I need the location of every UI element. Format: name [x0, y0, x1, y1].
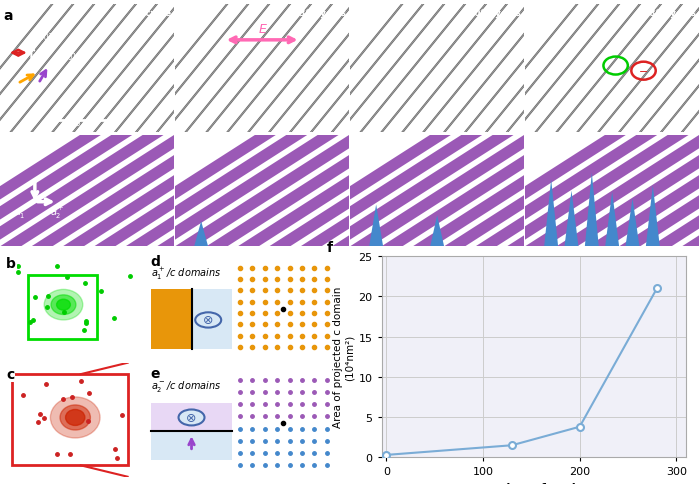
Polygon shape [475, 136, 671, 247]
Text: f: f [327, 241, 332, 255]
Polygon shape [564, 191, 578, 247]
Polygon shape [588, 136, 700, 247]
Polygon shape [369, 205, 383, 247]
Text: d: d [150, 255, 160, 269]
Polygon shape [350, 136, 545, 247]
Bar [192, 290, 232, 349]
Text: b: b [6, 256, 16, 270]
Polygon shape [81, 136, 276, 247]
Text: e: e [150, 366, 160, 380]
Polygon shape [570, 136, 700, 247]
Bar [150, 431, 232, 460]
Text: 000: 000 [48, 465, 64, 474]
Polygon shape [0, 136, 132, 247]
Text: [010]: [010] [32, 32, 52, 41]
Polygon shape [606, 192, 619, 247]
Polygon shape [194, 222, 208, 247]
Polygon shape [395, 136, 590, 247]
Polygon shape [144, 136, 339, 247]
Text: ⊗: ⊗ [203, 314, 214, 327]
Polygon shape [0, 136, 101, 247]
Circle shape [51, 295, 76, 315]
Text: $a_2^+$: $a_2^+$ [50, 205, 65, 221]
Text: $a_1^+$: $a_1^+$ [13, 205, 28, 221]
Polygon shape [63, 136, 258, 247]
X-axis label: Number of cycles: Number of cycles [477, 482, 591, 484]
Text: a: a [4, 9, 13, 23]
Text: E: E [258, 23, 266, 36]
Polygon shape [32, 136, 227, 247]
Polygon shape [538, 136, 700, 247]
Polygon shape [112, 136, 307, 247]
Polygon shape [646, 186, 660, 247]
Polygon shape [94, 136, 289, 247]
Polygon shape [382, 136, 577, 247]
Polygon shape [494, 136, 689, 247]
Polygon shape [220, 136, 415, 247]
Text: [100]: [100] [56, 52, 76, 60]
Polygon shape [188, 136, 384, 247]
Polygon shape [206, 136, 402, 247]
Polygon shape [444, 136, 639, 247]
Text: 200 cycles: 200 cycles [468, 9, 521, 18]
Polygon shape [544, 180, 558, 247]
Polygon shape [431, 136, 626, 247]
Y-axis label: Area of projected c domain
(10⁴nm²): Area of projected c domain (10⁴nm²) [332, 287, 354, 427]
Circle shape [66, 409, 85, 425]
Circle shape [44, 290, 83, 320]
Polygon shape [269, 136, 464, 247]
Polygon shape [462, 136, 657, 247]
Bar [150, 403, 232, 431]
Text: 000: 000 [48, 341, 64, 349]
Polygon shape [175, 136, 370, 247]
Polygon shape [682, 136, 700, 247]
Text: 500 nm: 500 nm [66, 119, 94, 127]
Bar [150, 290, 192, 349]
Text: 130 cycles: 130 cycles [293, 9, 346, 18]
Polygon shape [507, 136, 700, 247]
Polygon shape [626, 199, 640, 247]
Polygon shape [0, 136, 164, 247]
Circle shape [195, 313, 221, 328]
Circle shape [178, 409, 204, 425]
Polygon shape [430, 216, 444, 247]
Text: $a_2^-$/c domains: $a_2^-$/c domains [150, 378, 221, 393]
Polygon shape [584, 173, 598, 247]
Polygon shape [0, 136, 195, 247]
Polygon shape [413, 136, 608, 247]
Polygon shape [287, 136, 482, 247]
Bar [12, 375, 127, 466]
Text: ⊗: ⊗ [186, 411, 197, 424]
Polygon shape [300, 136, 496, 247]
Polygon shape [256, 136, 451, 247]
Circle shape [50, 397, 100, 438]
Text: 0 cycle: 0 cycle [136, 9, 171, 18]
Text: −: − [639, 66, 648, 76]
Circle shape [60, 405, 90, 430]
Polygon shape [332, 136, 527, 247]
Polygon shape [556, 136, 700, 247]
Polygon shape [363, 136, 559, 247]
Text: 280 cycles: 280 cycles [643, 9, 696, 18]
Polygon shape [125, 136, 321, 247]
Text: $a_1^+$/c domains: $a_1^+$/c domains [150, 266, 221, 282]
Polygon shape [238, 136, 433, 247]
Bar [28, 276, 97, 339]
Polygon shape [157, 136, 352, 247]
Polygon shape [318, 136, 514, 247]
Polygon shape [525, 136, 700, 247]
Polygon shape [650, 136, 700, 247]
Text: c: c [6, 367, 15, 381]
Circle shape [57, 300, 71, 311]
Polygon shape [619, 136, 700, 247]
